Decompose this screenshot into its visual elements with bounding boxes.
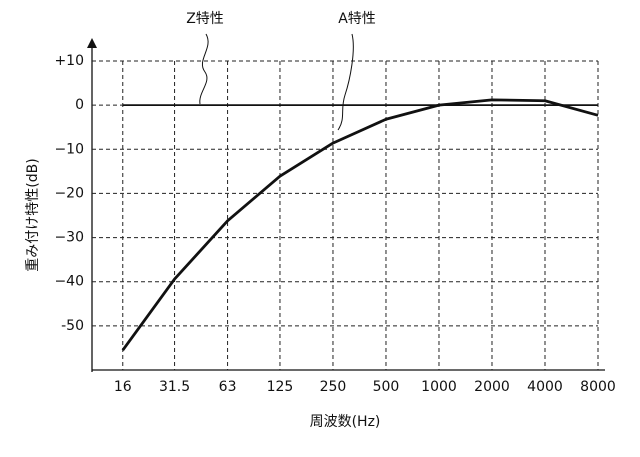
x-tick-label: 2000 bbox=[474, 379, 510, 395]
x-tick-label: 8000 bbox=[580, 379, 616, 395]
x-tick-label: 31.5 bbox=[159, 379, 190, 395]
y-tick-label: -50 bbox=[61, 318, 84, 334]
x-tick-label: 16 bbox=[114, 379, 132, 395]
y-tick-label: +10 bbox=[54, 53, 84, 69]
a-leader bbox=[337, 33, 354, 131]
series-line bbox=[121, 98, 599, 351]
x-tick-label: 4000 bbox=[527, 379, 563, 395]
y-tick-label: −40 bbox=[54, 274, 84, 290]
series-label: A特性 bbox=[338, 11, 376, 27]
series-label: Z特性 bbox=[186, 11, 224, 27]
y-tick-label: 0 bbox=[75, 97, 84, 113]
y-axis-label: 重み付け特性(dB) bbox=[25, 158, 41, 271]
x-axis-label: 周波数(Hz) bbox=[310, 414, 381, 430]
x-tick-label: 250 bbox=[320, 379, 347, 395]
z-leader bbox=[199, 33, 209, 105]
y-axis-arrow bbox=[87, 38, 97, 48]
y-tick-label: −20 bbox=[54, 185, 84, 201]
x-tick-label: 500 bbox=[373, 379, 400, 395]
y-tick-label: −30 bbox=[54, 230, 84, 246]
x-tick-label: 125 bbox=[267, 379, 294, 395]
y-tick-label: −10 bbox=[54, 141, 84, 157]
x-tick-label: 63 bbox=[219, 379, 237, 395]
x-tick-label: 1000 bbox=[421, 379, 457, 395]
